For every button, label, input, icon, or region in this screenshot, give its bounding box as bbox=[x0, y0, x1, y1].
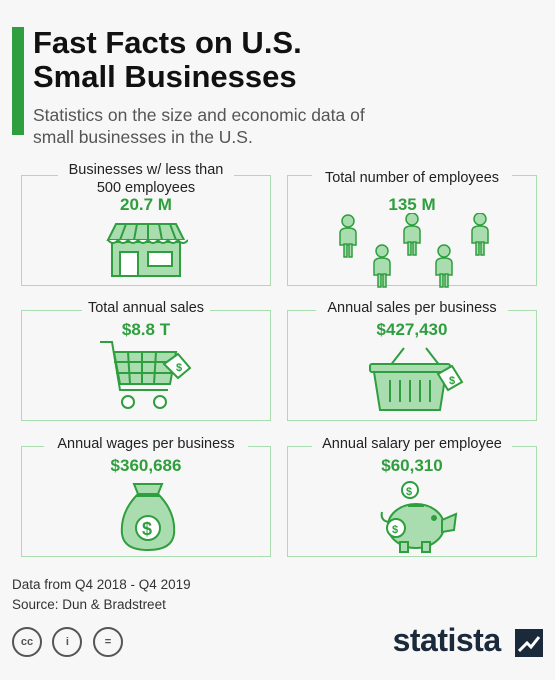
piggy-bank-icon: $ $ bbox=[380, 481, 458, 553]
data-range-note: Data from Q4 2018 - Q4 2019 bbox=[12, 577, 191, 592]
shopping-cart-icon: $ bbox=[100, 341, 192, 409]
license-icons: cc i = bbox=[12, 627, 129, 657]
svg-text:$: $ bbox=[392, 524, 398, 536]
card-label: Total annual sales bbox=[87, 300, 205, 316]
card-label: Annual wages per business bbox=[57, 436, 235, 452]
attribution-icon[interactable]: i bbox=[52, 627, 83, 657]
card-value: $427,430 bbox=[376, 320, 448, 339]
money-bag-icon: $ bbox=[120, 483, 176, 552]
source-note: Source: Dun & Bradstreet bbox=[12, 597, 166, 612]
card-sales-per-business: Annual sales per business $427,430 $ bbox=[287, 300, 537, 421]
no-derivatives-icon[interactable]: = bbox=[92, 627, 123, 657]
card-label: Total number of employees bbox=[324, 170, 500, 186]
people-icon bbox=[339, 213, 489, 288]
card-label: Businesses w/ less than 500 employees bbox=[68, 162, 224, 196]
card-value: $60,310 bbox=[381, 456, 443, 475]
card-total-sales: Total annual sales $8.8 T $ bbox=[21, 300, 271, 421]
card-salary-per-employee: Annual salary per employee $60,310 $ $ bbox=[287, 436, 537, 557]
card-value: $8.8 T bbox=[121, 320, 171, 339]
statista-logo-icon bbox=[515, 628, 543, 657]
card-businesses: Businesses w/ less than 500 employees 20… bbox=[21, 162, 271, 286]
page-subtitle: Statistics on the size and economic data… bbox=[33, 105, 365, 147]
svg-text:$: $ bbox=[142, 519, 152, 539]
svg-text:$: $ bbox=[406, 486, 412, 498]
cc-icon[interactable]: cc bbox=[12, 627, 42, 657]
brand-logo[interactable]: statista bbox=[393, 622, 543, 659]
card-value: 135 M bbox=[388, 195, 436, 214]
svg-text:$: $ bbox=[176, 362, 182, 374]
card-label: Annual salary per employee bbox=[322, 436, 502, 452]
page-title: Fast Facts on U.S. Small Businesses bbox=[33, 25, 302, 94]
card-value: 20.7 M bbox=[120, 195, 172, 214]
title-accent-bar bbox=[12, 27, 24, 135]
card-label: Annual sales per business bbox=[327, 300, 497, 316]
card-employees: Total number of employees 135 M bbox=[287, 170, 537, 288]
shopping-basket-icon: $ bbox=[369, 347, 464, 411]
svg-text:$: $ bbox=[449, 375, 455, 387]
storefront-icon bbox=[106, 223, 188, 277]
card-wages-per-business: Annual wages per business $360,686 $ bbox=[21, 436, 271, 557]
card-value: $360,686 bbox=[110, 456, 182, 475]
